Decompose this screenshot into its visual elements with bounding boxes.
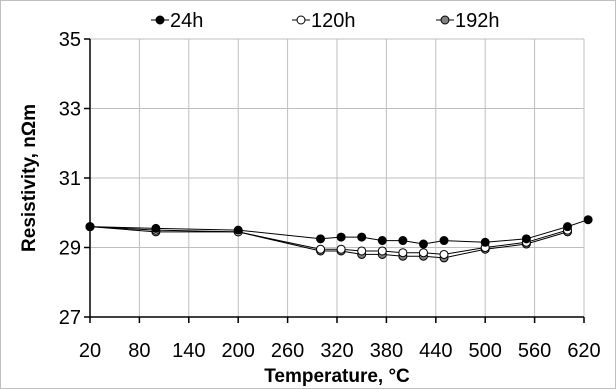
data-point (418, 248, 428, 258)
x-tick-label: 320 (320, 340, 353, 362)
y-tick-label: 27 (59, 307, 81, 329)
legend-marker (296, 15, 306, 25)
data-point (418, 239, 428, 249)
y-tick-label: 31 (59, 168, 81, 190)
data-point (336, 232, 346, 242)
data-point (316, 234, 326, 244)
data-series (85, 215, 593, 263)
x-tick-label: 20 (79, 340, 101, 362)
gridlines (90, 38, 585, 318)
legend-item-192h: 192h (436, 10, 500, 32)
legend-item-120h: 120h (292, 10, 356, 32)
legend-item-24h: 24h (151, 10, 203, 32)
x-tick-label: 620 (567, 340, 600, 362)
x-tick-label: 140 (172, 340, 205, 362)
data-point (85, 222, 95, 232)
x-tick-label: 440 (419, 340, 452, 362)
data-point (377, 246, 387, 256)
y-axis-title: Resistivity, nΩm (19, 104, 40, 252)
data-point (357, 232, 367, 242)
data-point (480, 237, 490, 247)
axes (84, 38, 585, 323)
data-point (233, 225, 243, 235)
legend-label: 192h (455, 10, 500, 32)
data-point (563, 222, 573, 232)
data-point (439, 249, 449, 259)
legend-label: 24h (170, 10, 203, 32)
data-point (151, 223, 161, 233)
y-tick-label: 29 (59, 238, 81, 260)
data-point (377, 236, 387, 246)
x-tick-label: 80 (128, 340, 150, 362)
x-tick-label: 200 (222, 340, 255, 362)
data-point (583, 215, 593, 225)
data-point (398, 248, 408, 258)
data-point (521, 234, 531, 244)
legend-marker (155, 15, 165, 25)
data-point (398, 236, 408, 246)
x-tick-label: 380 (370, 340, 403, 362)
x-tick-label: 260 (271, 340, 304, 362)
data-point (357, 246, 367, 256)
x-tick-label: 560 (518, 340, 551, 362)
x-tick-label: 500 (469, 340, 502, 362)
legend-label: 120h (311, 10, 356, 32)
legend-marker (440, 15, 450, 25)
series-line (89, 226, 568, 255)
series-line (89, 219, 589, 245)
data-point (336, 244, 346, 254)
data-point (316, 244, 326, 254)
y-tick-label: 33 (59, 99, 81, 121)
tick-labels: 27 29 31 33 35 20 80 140 200 260 320 380 440 500 560 62… (59, 29, 601, 362)
x-axis-title: Temperature, °C (264, 366, 410, 387)
series-24h (85, 215, 593, 249)
legend: 24h 120h 192h (151, 10, 500, 32)
series-line (89, 226, 568, 259)
data-point (439, 236, 449, 246)
y-tick-label: 35 (59, 29, 81, 51)
